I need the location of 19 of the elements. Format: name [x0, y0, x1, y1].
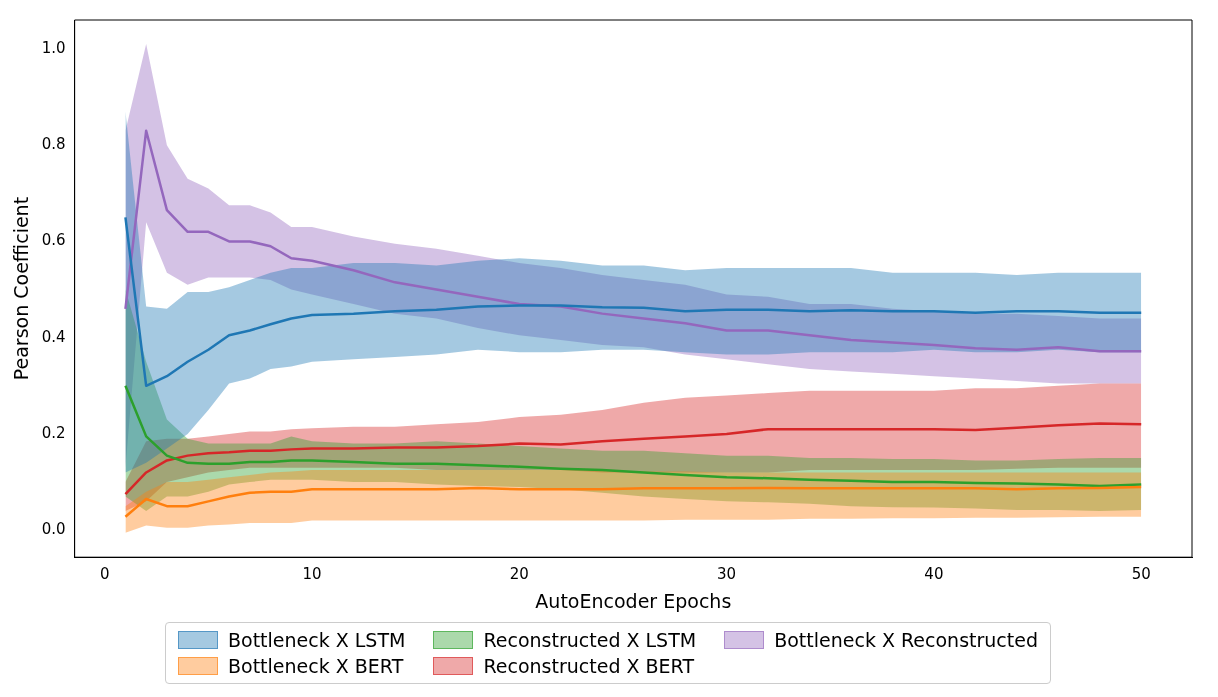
legend-label: Bottleneck X BERT — [227, 655, 404, 677]
x-tick-label: 0 — [99, 565, 110, 584]
x-tick-label: 30 — [717, 565, 737, 584]
y-tick-label: 0.2 — [41, 423, 66, 442]
x-tick-label: 10 — [302, 565, 322, 584]
y-tick-label: 0.6 — [41, 231, 66, 250]
y-tick-label: 1.0 — [41, 38, 66, 57]
y-axis-title: Pearson Coefficient — [10, 196, 33, 381]
y-tick-label: 0.4 — [41, 327, 66, 346]
y-tick-label: 0.8 — [41, 135, 66, 154]
y-tick-label: 0.0 — [41, 520, 66, 539]
x-tick-label: 20 — [509, 565, 529, 584]
legend-label: Reconstructed X BERT — [483, 655, 694, 677]
x-axis-title: AutoEncoder Epochs — [535, 589, 732, 612]
legend-label: Bottleneck X Reconstructed — [774, 629, 1038, 651]
legend-label: Bottleneck X LSTM — [227, 629, 406, 651]
legend-label: Reconstructed X LSTM — [483, 629, 697, 651]
x-tick-label: 40 — [924, 565, 944, 584]
x-tick-label: 50 — [1131, 565, 1151, 584]
